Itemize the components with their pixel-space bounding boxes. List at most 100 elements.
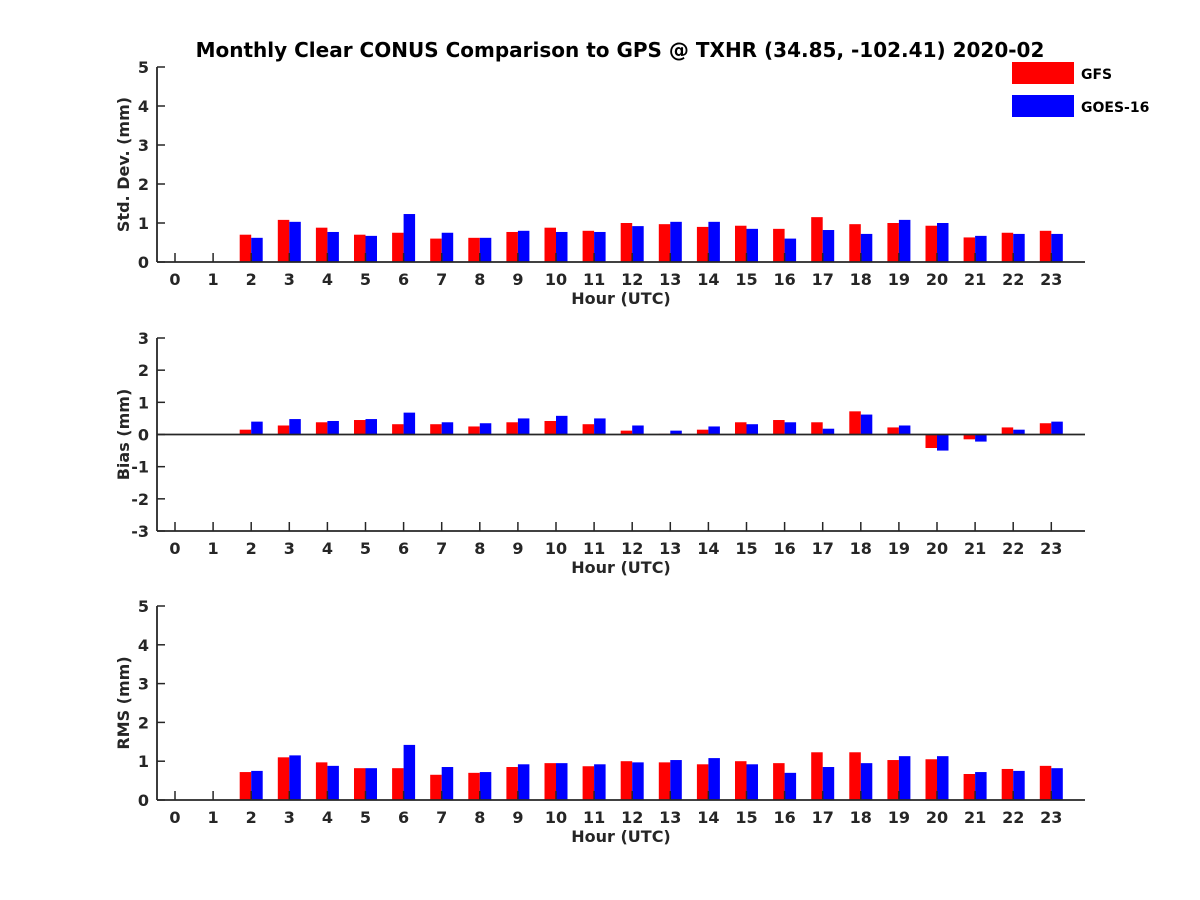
bar-bias-mm-gfs-14 xyxy=(696,429,709,435)
x-tick-label: 0 xyxy=(169,808,180,827)
bar-bias-mm-gfs-18 xyxy=(849,411,861,435)
bar-rms-mm-gfs-4 xyxy=(315,762,328,800)
x-axis-label: Hour (UTC) xyxy=(571,289,671,308)
bar-bias-mm-gfs-20 xyxy=(925,434,937,449)
x-tick-label: 12 xyxy=(621,808,643,827)
x-tick-label: 19 xyxy=(888,539,910,558)
x-tick-label: 7 xyxy=(436,539,447,558)
x-tick-label: 11 xyxy=(583,270,605,289)
bar-std-dev-mm-gfs-11 xyxy=(582,230,595,262)
bar-rms-mm-gfs-9 xyxy=(506,767,518,800)
bar-rms-mm-gfs-13 xyxy=(658,762,671,800)
x-tick-label: 8 xyxy=(474,808,485,827)
x-tick-label: 13 xyxy=(659,270,681,289)
bar-std-dev-mm-gfs-18 xyxy=(849,224,861,262)
bar-std-dev-mm-goes-16-21 xyxy=(975,235,987,262)
bar-rms-mm-goes-16-16 xyxy=(784,772,797,800)
bar-std-dev-mm-gfs-22 xyxy=(1001,232,1014,262)
x-tick-label: 18 xyxy=(850,270,872,289)
x-tick-label: 10 xyxy=(545,270,567,289)
x-tick-label: 1 xyxy=(208,539,219,558)
bar-bias-mm-gfs-6 xyxy=(392,424,404,435)
bar-std-dev-mm-gfs-17 xyxy=(811,217,823,262)
x-tick-label: 1 xyxy=(208,808,219,827)
bar-rms-mm-gfs-2 xyxy=(239,772,252,800)
x-tick-label: 3 xyxy=(284,539,295,558)
bar-std-dev-mm-goes-16-14 xyxy=(708,221,720,262)
bar-rms-mm-goes-16-18 xyxy=(860,763,873,800)
bar-std-dev-mm-gfs-5 xyxy=(354,234,366,262)
x-tick-label: 2 xyxy=(246,808,257,827)
bar-bias-mm-gfs-15 xyxy=(735,422,747,435)
y-axis-label: RMS (mm) xyxy=(114,656,133,749)
bar-std-dev-mm-gfs-21 xyxy=(963,237,976,262)
bar-bias-mm-gfs-22 xyxy=(1001,427,1014,435)
x-tick-label: 11 xyxy=(583,539,605,558)
bar-std-dev-mm-gfs-9 xyxy=(506,231,518,262)
bar-std-dev-mm-gfs-12 xyxy=(620,223,633,262)
bar-rms-mm-goes-16-8 xyxy=(479,772,492,800)
x-tick-label: 16 xyxy=(773,808,795,827)
x-tick-label: 9 xyxy=(512,270,523,289)
bar-std-dev-mm-gfs-4 xyxy=(315,227,328,262)
x-tick-label: 1 xyxy=(208,270,219,289)
x-axis-label: Hour (UTC) xyxy=(571,827,671,846)
bar-bias-mm-goes-16-13 xyxy=(670,430,682,435)
bar-std-dev-mm-goes-16-11 xyxy=(594,231,606,262)
bar-std-dev-mm-goes-16-4 xyxy=(327,231,339,262)
bar-bias-mm-goes-16-11 xyxy=(594,418,606,435)
y-tick-label: 3 xyxy=(138,675,149,694)
x-tick-label: 4 xyxy=(322,270,333,289)
bar-std-dev-mm-gfs-7 xyxy=(430,238,442,262)
x-tick-label: 18 xyxy=(850,808,872,827)
bar-rms-mm-gfs-21 xyxy=(963,774,976,800)
bar-std-dev-mm-gfs-15 xyxy=(735,225,747,262)
bar-rms-mm-gfs-20 xyxy=(925,759,937,800)
y-tick-label: 1 xyxy=(138,752,149,771)
bar-bias-mm-goes-16-5 xyxy=(365,419,377,435)
y-tick-label: 5 xyxy=(138,597,149,616)
bar-bias-mm-goes-16-2 xyxy=(251,421,263,435)
bar-rms-mm-goes-16-7 xyxy=(441,767,454,800)
x-tick-label: 23 xyxy=(1040,539,1062,558)
bar-rms-mm-gfs-22 xyxy=(1001,768,1014,800)
bar-rms-mm-goes-16-2 xyxy=(251,770,263,800)
x-tick-label: 13 xyxy=(659,539,681,558)
bar-std-dev-mm-gfs-19 xyxy=(887,223,899,262)
bar-std-dev-mm-goes-16-18 xyxy=(860,233,873,262)
y-tick-label: 0 xyxy=(138,253,149,272)
y-axis-label: Bias (mm) xyxy=(114,389,133,481)
bar-bias-mm-goes-16-21 xyxy=(975,434,987,442)
x-tick-label: 6 xyxy=(398,808,409,827)
bar-rms-mm-gfs-3 xyxy=(277,757,290,800)
y-tick-label: 4 xyxy=(138,636,149,655)
legend-label-goes16: GOES-16 xyxy=(1081,100,1149,116)
bar-bias-mm-goes-16-14 xyxy=(708,426,720,435)
bar-std-dev-mm-goes-16-23 xyxy=(1051,233,1063,262)
bar-rms-mm-gfs-17 xyxy=(811,752,823,800)
bar-std-dev-mm-goes-16-6 xyxy=(403,214,416,262)
legend-swatch-gfs xyxy=(1012,62,1074,84)
bar-rms-mm-gfs-7 xyxy=(430,774,442,800)
x-tick-label: 14 xyxy=(697,808,719,827)
y-tick-label: 0 xyxy=(138,791,149,810)
bar-std-dev-mm-goes-16-10 xyxy=(556,231,568,262)
bar-rms-mm-goes-16-23 xyxy=(1051,768,1063,800)
bar-rms-mm-gfs-11 xyxy=(582,766,595,800)
bar-rms-mm-gfs-10 xyxy=(544,763,556,800)
x-tick-label: 18 xyxy=(850,539,872,558)
y-tick-label: -2 xyxy=(131,490,149,509)
bar-std-dev-mm-goes-16-22 xyxy=(1013,233,1025,262)
x-tick-label: 19 xyxy=(888,270,910,289)
x-tick-label: 15 xyxy=(735,808,757,827)
y-tick-label: 0 xyxy=(138,426,149,445)
bar-bias-mm-gfs-4 xyxy=(315,422,328,435)
bar-rms-mm-goes-16-9 xyxy=(517,764,530,800)
bar-std-dev-mm-gfs-6 xyxy=(392,232,404,262)
bar-std-dev-mm-gfs-10 xyxy=(544,227,556,262)
bar-rms-mm-goes-16-14 xyxy=(708,758,720,800)
bar-bias-mm-gfs-21 xyxy=(963,434,976,440)
